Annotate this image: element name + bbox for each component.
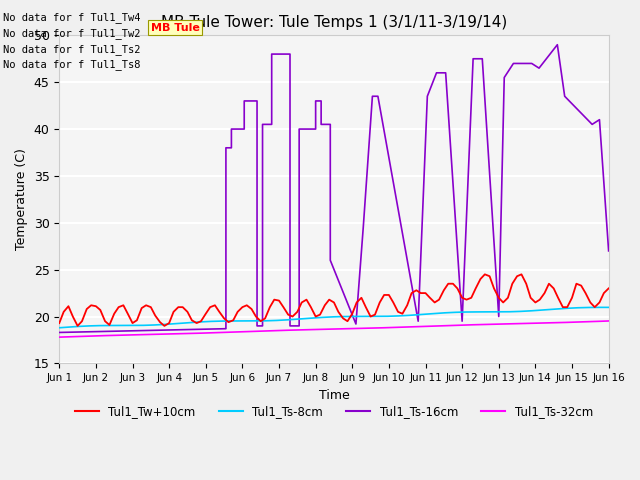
Text: No data for f Tul1_Ts8: No data for f Tul1_Ts8 [3, 60, 141, 71]
Text: No data for f Tul1_Tw2: No data for f Tul1_Tw2 [3, 28, 141, 39]
Text: MB Tule: MB Tule [151, 23, 200, 33]
Text: No data for f Tul1_Tw4: No data for f Tul1_Tw4 [3, 12, 141, 23]
Legend: Tul1_Tw+10cm, Tul1_Ts-8cm, Tul1_Ts-16cm, Tul1_Ts-32cm: Tul1_Tw+10cm, Tul1_Ts-8cm, Tul1_Ts-16cm,… [70, 401, 598, 423]
Title: MB Tule Tower: Tule Temps 1 (3/1/11-3/19/14): MB Tule Tower: Tule Temps 1 (3/1/11-3/19… [161, 15, 507, 30]
Y-axis label: Temperature (C): Temperature (C) [15, 148, 28, 250]
X-axis label: Time: Time [319, 389, 349, 402]
Text: No data for f Tul1_Ts2: No data for f Tul1_Ts2 [3, 44, 141, 55]
